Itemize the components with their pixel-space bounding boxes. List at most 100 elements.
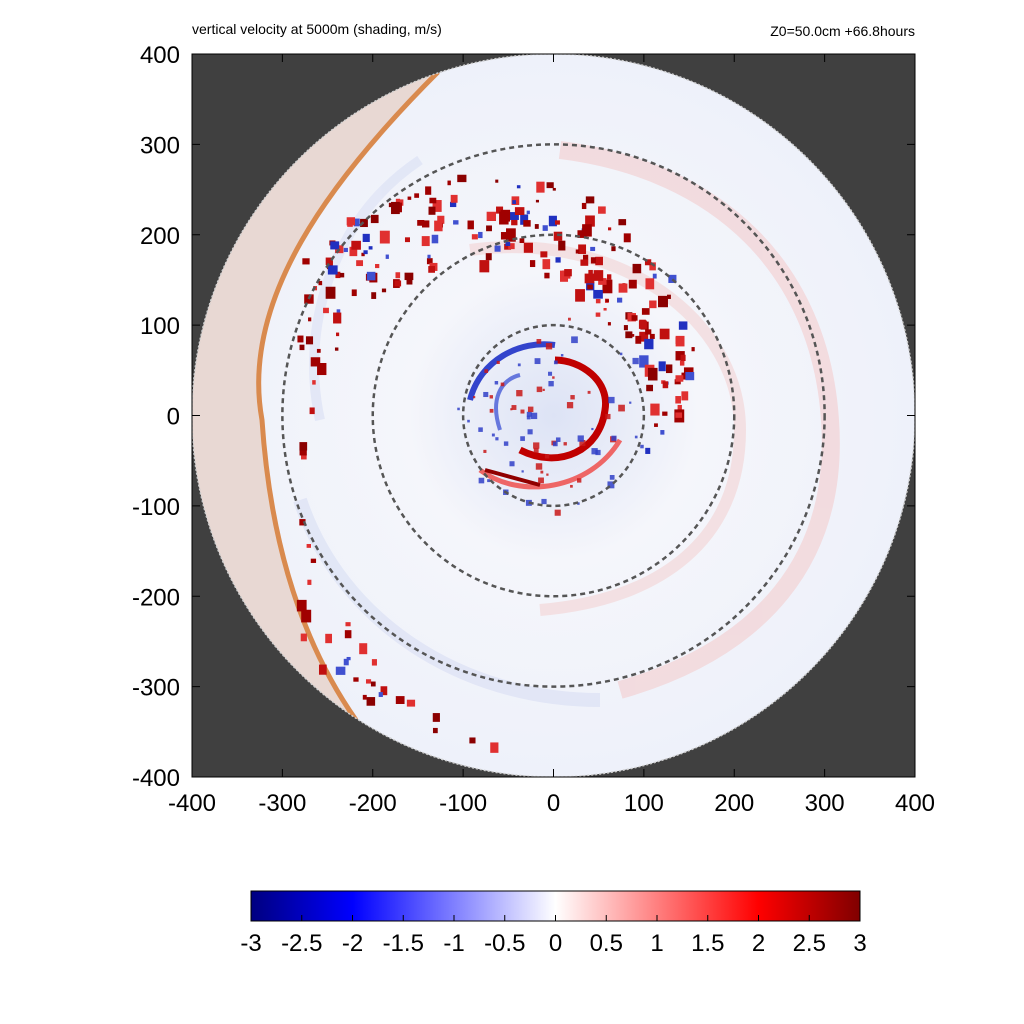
x-tick-label: -100	[439, 790, 487, 817]
convective-cell	[645, 329, 652, 335]
convective-cell	[634, 435, 638, 439]
convective-cell	[304, 294, 314, 304]
convective-cell	[649, 333, 655, 339]
convective-cell	[500, 382, 505, 387]
convective-cell	[425, 186, 432, 195]
convective-cell	[325, 633, 333, 644]
convective-cell	[555, 257, 561, 263]
convective-cell	[534, 224, 539, 229]
x-tick-label: 400	[895, 790, 935, 817]
x-tick-label: 100	[624, 790, 664, 817]
convective-cell	[582, 224, 592, 237]
convective-cell	[479, 260, 490, 273]
convective-cell	[618, 404, 625, 412]
convective-cell	[312, 380, 316, 385]
convective-cell	[371, 659, 377, 666]
y-tick-label: 100	[140, 313, 180, 340]
convective-cell	[449, 201, 457, 208]
convective-cell	[478, 427, 483, 432]
convective-cell	[575, 289, 585, 302]
convective-cell	[478, 231, 483, 239]
convective-cell	[491, 433, 495, 437]
convective-cell	[658, 361, 666, 372]
convective-cell	[554, 509, 561, 516]
convective-cell	[541, 498, 547, 505]
convective-cell	[548, 215, 557, 227]
convective-cell	[517, 363, 521, 367]
model-domain	[192, 54, 915, 777]
colorbar-tick-label: 2	[752, 930, 765, 957]
axes: -400 -300 -200 -100 0 100 200 300 400 400 300 200 10…	[132, 42, 935, 817]
colorbar-tick-label: -0.5	[484, 930, 525, 957]
convective-cell	[536, 181, 545, 193]
plot-area	[192, 54, 915, 777]
convective-cell	[593, 270, 604, 281]
convective-cell	[365, 679, 372, 684]
convective-cell	[529, 260, 536, 268]
convective-cell	[483, 391, 489, 398]
convective-cell	[486, 225, 492, 232]
convective-cell	[649, 300, 657, 309]
convective-cell	[639, 355, 649, 368]
convective-cell	[605, 413, 611, 420]
convective-cell	[591, 427, 594, 431]
convective-cell	[310, 558, 317, 563]
convective-cell	[351, 289, 357, 297]
convective-cell	[299, 442, 308, 451]
convective-cell	[346, 656, 351, 661]
convective-cell	[362, 694, 367, 700]
convective-cell	[522, 217, 527, 223]
convective-cell	[618, 283, 628, 293]
convective-cell	[323, 307, 329, 314]
convective-cell	[485, 253, 492, 261]
convective-cell	[646, 384, 654, 392]
convective-cell	[302, 258, 310, 265]
convective-cell	[333, 312, 342, 324]
convective-cell	[428, 266, 436, 273]
x-tick-label: -300	[258, 790, 306, 817]
convective-cell	[391, 201, 400, 215]
x-tick-label: 300	[805, 790, 845, 817]
convective-cell	[500, 209, 511, 222]
convective-cell	[356, 260, 364, 267]
convective-cell	[577, 502, 580, 505]
convective-cell	[487, 479, 491, 483]
convective-cell	[665, 364, 673, 374]
y-tick-label: 300	[140, 132, 180, 159]
convective-cell	[330, 241, 340, 250]
convective-cell	[595, 256, 603, 266]
convective-cell	[608, 396, 615, 404]
convective-cell	[432, 727, 438, 734]
convective-cell	[378, 692, 383, 697]
convective-cell	[585, 215, 595, 227]
convective-cell	[514, 207, 525, 216]
convective-cell	[521, 470, 524, 473]
convective-cell	[500, 232, 508, 240]
colorbar-tick-label: 1	[650, 930, 663, 957]
convective-cell	[494, 245, 501, 252]
convective-cell	[555, 437, 561, 442]
convective-cell	[553, 231, 563, 241]
convective-cell	[453, 220, 459, 225]
convective-cell	[540, 470, 544, 474]
convective-cell	[486, 211, 497, 222]
convective-cell	[489, 408, 494, 413]
convective-cell	[434, 220, 443, 232]
convective-cell	[325, 286, 336, 299]
convective-cell	[659, 328, 670, 340]
convective-cell	[535, 463, 543, 470]
convective-cell	[546, 473, 549, 476]
convective-cell	[667, 294, 671, 299]
convective-cell	[675, 351, 685, 361]
y-tick-label: 0	[167, 404, 180, 431]
convective-cell	[540, 251, 548, 258]
convective-cell	[296, 599, 307, 612]
convective-cell	[505, 242, 511, 246]
convective-cell	[564, 269, 572, 277]
convective-cell	[577, 230, 587, 238]
range-ring	[461, 323, 646, 508]
convective-cell	[490, 742, 499, 753]
convective-cell	[359, 643, 368, 655]
convective-cell	[308, 317, 312, 322]
colorbar-ticks: -3 -2.5 -2 -1.5 -1 -0.5 0 0.5 1 1.5 2 2.5 3	[240, 915, 867, 957]
